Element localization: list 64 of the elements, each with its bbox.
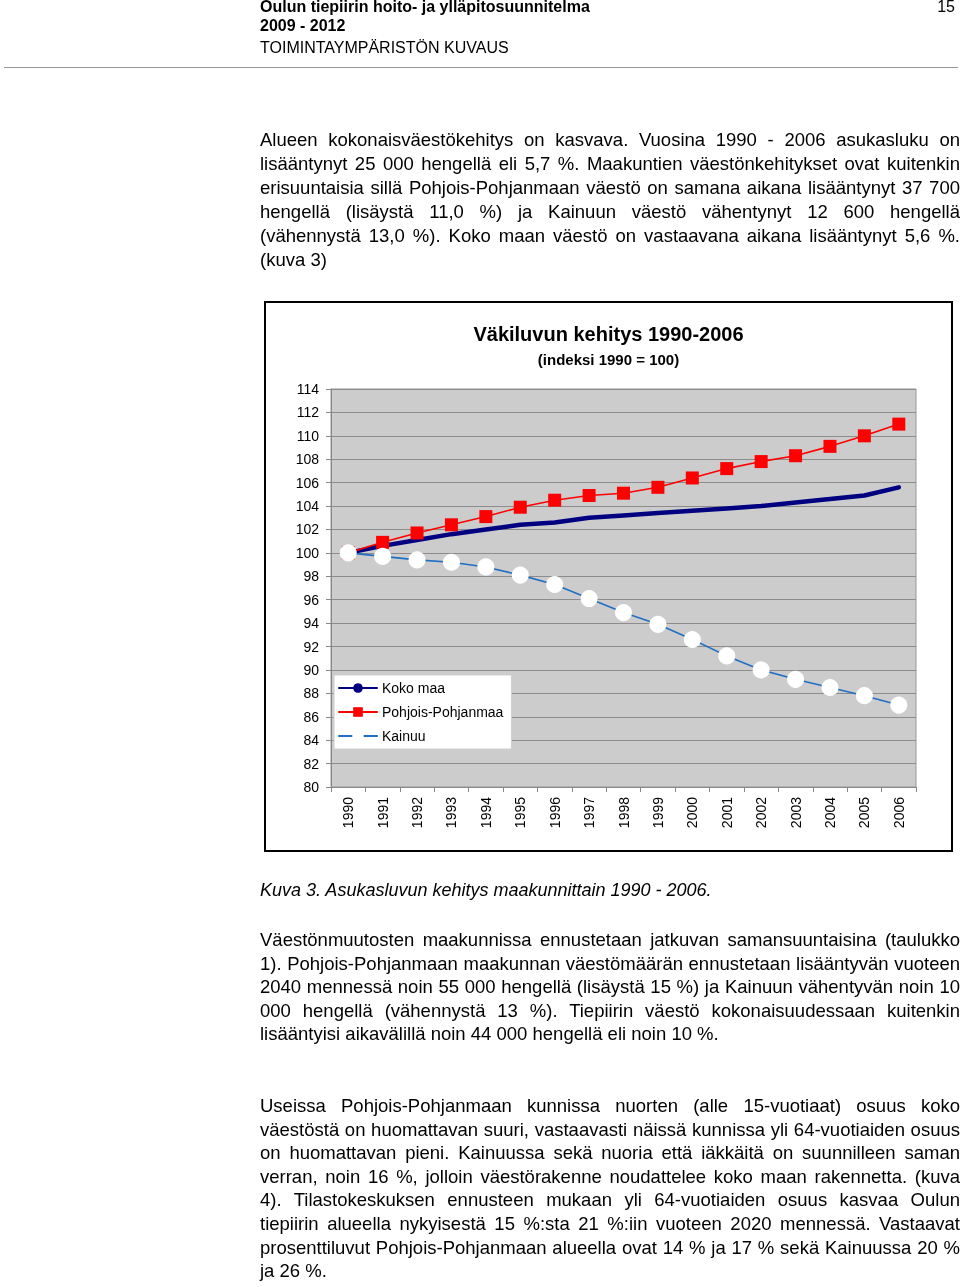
y-tick-label: 114: [296, 381, 320, 397]
y-tick-label: 90: [303, 661, 320, 678]
text: Alueen kokonaisväestökehitys on kasvava. Vuosina 1990 - 2006 asukasluku on lisääntynyt 25 000 hengellä eli 5,7 %. Maakuntien väestönkehitykset ovat kuitenkin erisuuntaisia sillä Pohjois-Pohjanmaan väestö on samana aikana lisääntynyt 37 700 hengellä (lisäystä 11,0 %) ja Kainuun väestö vähentynyt 12 600 hengellä (vähennystä 13,0 %). Koko maan väestö on vastaavana aikana lisääntynyt 5,6 %. (kuva 3): [260, 128, 960, 272]
point: [444, 518, 458, 532]
text: Kuva 3. Asukasluvun kehitys maakunnittain 1990 - 2006.: [260, 880, 713, 901]
point: [857, 429, 871, 443]
y-tick-label: 80: [303, 779, 320, 795]
point: [754, 455, 768, 469]
y-tick-label: 100: [295, 544, 320, 561]
point: [651, 480, 665, 494]
chart-subtitle: (indeksi 1990 = 100): [537, 351, 680, 368]
text: 15: [936, 0, 955, 16]
y-tick-label: 88: [303, 685, 320, 702]
point: [720, 462, 734, 476]
y-tick-label: 96: [303, 591, 320, 608]
point: [479, 510, 493, 524]
point: [410, 526, 424, 540]
point: [823, 439, 837, 453]
legend-label: Kainuu: [382, 728, 426, 744]
x-tick-label: 2003: [787, 796, 804, 829]
x-tick-label: 1993: [443, 796, 460, 829]
x-tick-label: 2001: [718, 796, 735, 829]
point: [376, 535, 390, 549]
x-tick-label: 1990: [340, 796, 357, 829]
point: [789, 449, 803, 463]
x-tick-label: 2004: [821, 796, 838, 829]
y-tick-label: 86: [303, 708, 320, 725]
x-tick-label: 1997: [581, 796, 598, 829]
y-tick-label: 108: [295, 451, 320, 468]
x-tick-label: 1998: [615, 796, 632, 829]
text: TOIMINTAYMPÄRISTÖN KUVAUS: [260, 39, 510, 57]
y-tick-label: 98: [303, 568, 320, 585]
x-tick-label: 2006: [890, 796, 907, 829]
x-tick-label: 2005: [856, 796, 873, 829]
y-tick-label: 82: [303, 755, 320, 772]
y-tick-label: 106: [295, 474, 320, 491]
x-tick-label: 1994: [477, 796, 494, 829]
y-tick-label: 92: [303, 638, 320, 655]
y-tick-label: 104: [295, 498, 320, 515]
x-tick-label: 1996: [546, 796, 563, 829]
y-tick-label: 110: [296, 427, 320, 444]
point: [548, 493, 562, 507]
x-tick-label: 1992: [409, 796, 426, 829]
x-tick-label: 2000: [684, 796, 701, 829]
x-tick-label: 1991: [374, 796, 391, 829]
text: Useissa Pohjois-Pohjanmaan kunnissa nuorten (alle 15-vuotiaat) osuus koko väestöstä on huomattavan suuri, vastaavasti näissä kunnissa yli 64-vuotiaiden osuus on huomattavan pieni. Kainuussa sekä nuoria että iäkkäitä on suunnilleen saman verran, noin 16 %, jolloin väestörakenne noudattelee koko maan rakennetta. (kuva 4). Tilastokeskuksen ennusteen mukaan yli 64-vuotiaiden osuus kasvaa Oulun tiepiirin alueella nykyisestä 15 %:sta 21 %:iin vuoteen 2020 mennessä. Vastaavat prosenttiluvut Pohjois-Pohjanmaan alueella ovat 14 % ja 17 % sekä Kainuussa 20 % ja 26 %.: [260, 1094, 960, 1283]
x-tick-label: 1995: [512, 796, 529, 829]
text: Oulun tiepiirin hoito- ja ylläpitosuunnitelma: [260, 0, 591, 16]
y-tick-label: 102: [295, 521, 320, 538]
point: [582, 489, 596, 503]
point: [685, 471, 699, 485]
point: [617, 486, 630, 500]
chart-title: Väkiluvun kehitys 1990-2006: [473, 323, 744, 345]
legend-label: Pohjois-Pohjanmaa: [382, 704, 504, 720]
y-tick-label: 94: [303, 615, 320, 632]
x-tick-label: 2002: [753, 796, 770, 829]
legend-label: Koko maa: [382, 680, 446, 696]
point: [892, 417, 906, 431]
y-tick-label: 112: [296, 404, 320, 421]
y-tick-label: 84: [303, 732, 320, 749]
x-tick-label: 1999: [649, 796, 666, 829]
text: Väestönmuutosten maakunnissa ennustetaan jatkuvan samansuuntaisina (taulukko 1). Pohjois-Pohjanmaan maakunnan väestömäärän ennustetaan lisääntyvän vuoteen 2040 mennessä noin 55 000 hengellä (lisäystä 15 %) ja Kainuun vähentyvän noin 10 000 hengellä (vähennystä 13 %). Tiepiirin väestö kokonaisuudessaan kuitenkin lisääntyisi aikavälillä noin 44 000 hengellä eli noin 10 %.: [260, 928, 960, 1046]
point: [513, 500, 527, 514]
text: 2009 - 2012: [260, 17, 347, 35]
